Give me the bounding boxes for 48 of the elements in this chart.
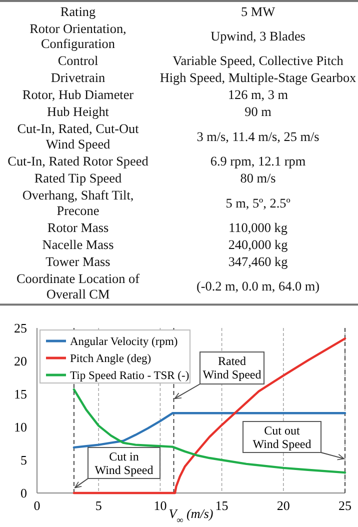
category-label: Control — [58, 53, 98, 68]
text: Variable Speed, Collective Pitch — [172, 53, 344, 68]
y-tick-label: 15 — [14, 386, 27, 402]
text: 90 m — [244, 104, 272, 120]
category-label: Coordinate Location of Overall CM — [16, 271, 140, 302]
text: Upwind, 3 Blades — [210, 28, 306, 44]
y-tick-label: 10 — [14, 420, 27, 434]
x-axis-title: V$_{∞}$ (m/s) — [168, 506, 214, 525]
x-tick-label: 10 — [154, 498, 167, 513]
category-label: Hub Height — [47, 104, 110, 120]
x-tick-label: 20 — [276, 498, 290, 513]
category-label: Rated Tip Speed — [34, 170, 122, 186]
legend-label: Angular Velocity (rpm) — [70, 336, 178, 348]
x-tick-label: 5 — [95, 498, 102, 513]
text: 5 MW — [240, 4, 276, 19]
x-tick-label: 25 — [338, 498, 352, 513]
category-label: Cut-In, Rated Rotor Speed — [8, 154, 149, 169]
y-tick-label: 0 — [20, 486, 27, 500]
ref-line-label: Rated Wind Speed — [202, 354, 262, 382]
text: 6.9 rpm, 12.1 rpm — [210, 154, 306, 169]
text: High Speed, Multiple-Stage Gearbox — [160, 70, 357, 86]
legend-label: Pitch Angle (deg) — [70, 353, 152, 365]
text: (-0.2 m, 0.0 m, 64.0 m) — [196, 278, 320, 294]
text: 347,460 kg — [228, 254, 288, 270]
category-label: Cut-In, Rated, Cut-Out Wind Speed — [17, 121, 140, 152]
line-series — [72, 412, 346, 449]
text: 110,000 kg — [228, 220, 288, 236]
category-label: Rotor, Hub Diameter — [22, 87, 134, 102]
legend-label: Tip Speed Ratio - TSR (-) — [70, 370, 190, 382]
category-label: Rating — [60, 4, 96, 19]
text: 3 m/s, 11.4 m/s, 25 m/s — [196, 128, 320, 144]
text: 80 m/s — [240, 170, 276, 186]
x-tick-label: 15 — [215, 498, 228, 513]
y-tick-label: 20 — [14, 354, 27, 368]
x-tick-label: 0 — [34, 498, 40, 513]
text: 240,000 kg — [228, 237, 288, 252]
category-label: Nacelle Mass — [42, 237, 114, 252]
text: 126 m, 3 m — [228, 87, 289, 102]
category-label: Tower Mass — [46, 254, 110, 270]
category-label: Overhang, Shaft Tilt, Precone — [22, 188, 134, 218]
category-label: Rotor Orientation, Configuration — [30, 20, 126, 52]
category-label: Drivetrain — [50, 70, 106, 86]
text: 5 m, 5º, 2.5º — [226, 195, 290, 210]
category-label: Rotor Mass — [47, 220, 109, 236]
ref-line-label: Cut out Wind Speed — [252, 424, 312, 451]
y-tick-label: 25 — [14, 320, 27, 336]
ref-line-label: Cut in Wind Speed — [94, 450, 154, 477]
y-tick-label: 5 — [20, 452, 27, 468]
